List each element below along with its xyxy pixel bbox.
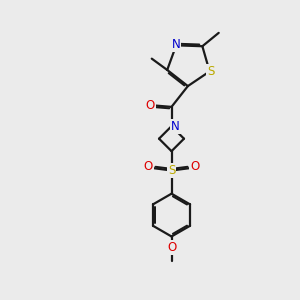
Text: S: S [168, 164, 175, 177]
Text: N: N [171, 120, 180, 133]
Text: O: O [190, 160, 199, 173]
Text: S: S [207, 65, 215, 78]
Text: O: O [167, 241, 176, 254]
Text: O: O [146, 99, 155, 112]
Text: O: O [144, 160, 153, 173]
Text: N: N [172, 38, 181, 51]
